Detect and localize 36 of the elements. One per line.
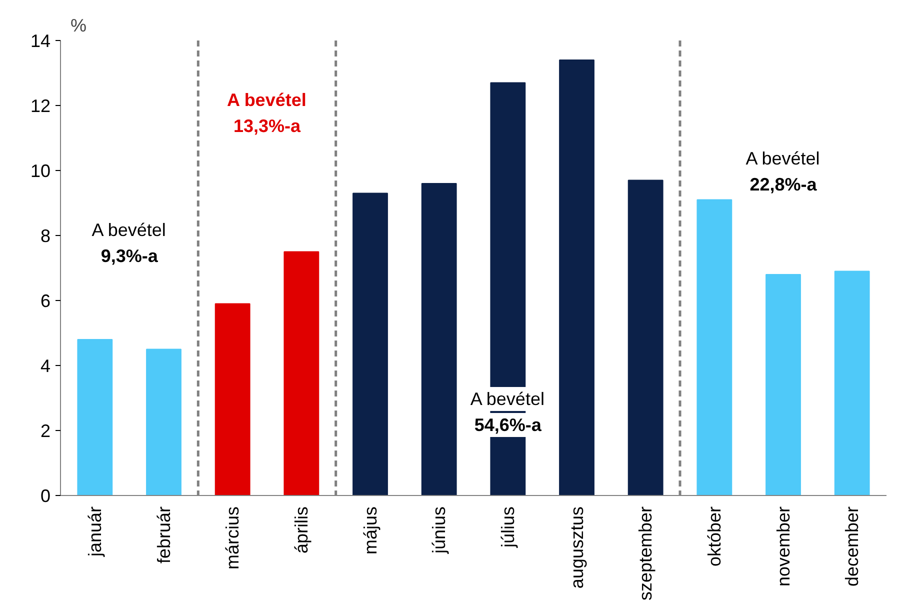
bar [284,251,320,496]
bar [214,303,250,496]
x-tick-label: november [773,506,794,587]
y-tick-label: 2 [40,421,51,441]
y-tick-label: 14 [30,31,51,51]
x-tick-label: december [842,506,862,587]
annotation: A bevétel 13,3%-a [226,90,306,136]
bar [559,60,594,496]
y-tick-label: 0 [40,486,51,506]
x-tick-label: augusztus [566,506,587,589]
x-tick-label: június [429,506,450,555]
annotation: A bevétel 54,6%-a [470,389,544,435]
y-tick-label: 10 [30,161,51,181]
x-tick-label: július [498,506,518,549]
x-tick-label: február [154,506,174,564]
bar [421,183,457,496]
x-tick-label: május [360,506,380,555]
x-tick-label: március [222,506,243,570]
annotation: A bevétel 22,8%-a [746,148,820,194]
y-tick-label: 8 [40,226,51,246]
y-axis-title: % [70,16,87,36]
y-tick-label: 4 [40,356,51,376]
x-tick-label: április [291,506,312,554]
bar [146,348,182,496]
bar [834,270,870,496]
bar [696,199,732,496]
bar [352,192,388,496]
y-tick-label: 6 [40,291,51,311]
x-tick-label: október [704,506,724,567]
bar [766,274,801,496]
bar [628,180,664,496]
annotation: A bevétel 9,3%-a [92,220,166,266]
x-tick-label: január [84,506,105,558]
bar [77,339,113,496]
y-tick-label: 12 [30,96,51,116]
x-tick-label: szeptember [636,506,656,601]
